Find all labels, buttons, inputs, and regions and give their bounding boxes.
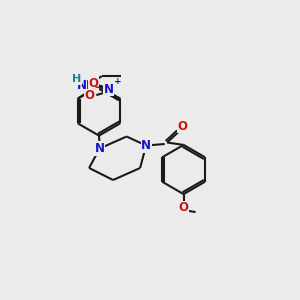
Text: N: N (94, 142, 105, 155)
Text: -: - (94, 81, 99, 94)
Text: +: + (114, 77, 122, 86)
Text: N: N (104, 82, 114, 96)
Text: O: O (88, 77, 98, 90)
Text: N: N (94, 141, 105, 154)
Text: NH: NH (77, 79, 97, 92)
Text: O: O (177, 119, 187, 133)
Text: N: N (141, 139, 151, 152)
Text: O: O (178, 201, 189, 214)
Text: H: H (72, 74, 81, 84)
Text: O: O (84, 89, 94, 102)
